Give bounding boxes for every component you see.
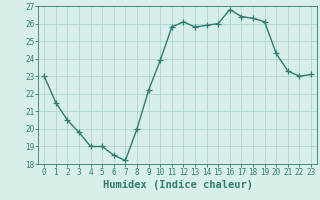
- X-axis label: Humidex (Indice chaleur): Humidex (Indice chaleur): [103, 180, 252, 190]
